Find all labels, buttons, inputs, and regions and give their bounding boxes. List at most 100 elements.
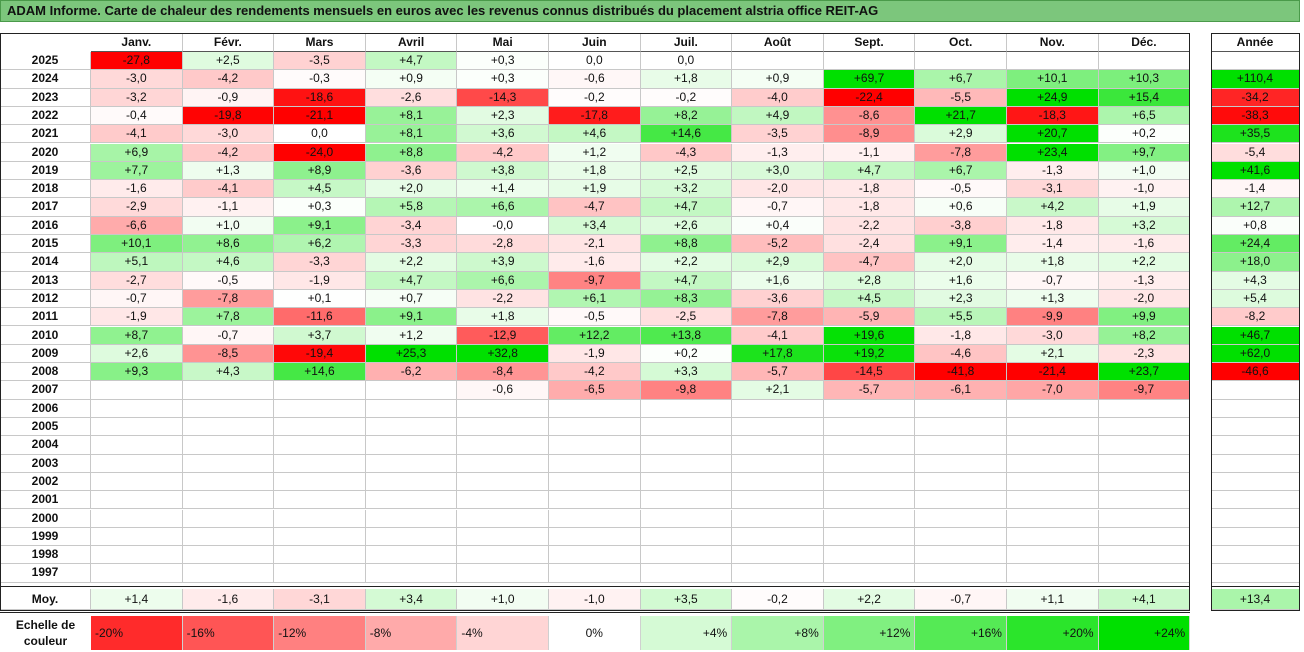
year-label: 2025 <box>0 52 91 71</box>
heatmap-cell: -0,6 <box>549 70 641 89</box>
heatmap-cell <box>640 527 733 547</box>
heatmap-cell: +0,2 <box>1098 125 1191 144</box>
heatmap-cell: +7,7 <box>91 161 183 181</box>
color-scale-step: +4% <box>640 616 733 650</box>
year-label: 1997 <box>0 564 91 583</box>
annual-cell <box>1211 418 1300 437</box>
heatmap-cell <box>640 454 733 473</box>
average-cell: +1,4 <box>91 588 183 610</box>
heatmap-cell <box>365 381 458 400</box>
heatmap-cell: +12,2 <box>549 326 641 345</box>
heatmap-cell <box>915 399 1007 418</box>
annual-cell <box>1211 509 1300 528</box>
heatmap-cell: -41,8 <box>915 363 1007 382</box>
heatmap-cell <box>457 527 549 547</box>
annual-cell: +4,3 <box>1211 271 1300 290</box>
heatmap-cell <box>1007 546 1099 565</box>
heatmap-cell: -7,0 <box>1007 381 1099 400</box>
heatmap-cell: -2,3 <box>1098 344 1191 364</box>
heatmap-cell: +1,8 <box>457 308 549 327</box>
average-cell: -3,1 <box>274 588 366 610</box>
heatmap-cell: +10,1 <box>1007 70 1099 89</box>
heatmap-cell: -7,8 <box>915 143 1007 162</box>
heatmap-cell: -3,0 <box>182 125 275 144</box>
heatmap-cell: +8,6 <box>182 235 275 254</box>
year-label: 2003 <box>0 454 91 473</box>
heatmap-cell: -4,3 <box>640 143 733 162</box>
heatmap-cell <box>182 399 275 418</box>
heatmap-cell: -3,2 <box>91 88 183 107</box>
heatmap-cell: -2,2 <box>457 289 549 309</box>
heatmap-cell <box>1007 399 1099 418</box>
heatmap-cell: +2,3 <box>915 289 1007 309</box>
year-label: 2015 <box>0 235 91 254</box>
heatmap-cell <box>732 564 824 583</box>
average-cell: +4,1 <box>1098 588 1191 610</box>
heatmap-cell <box>915 454 1007 473</box>
heatmap-cell: +3,8 <box>457 161 549 181</box>
heatmap-cell: -8,9 <box>823 125 916 144</box>
heatmap-cell: +6,1 <box>549 289 641 309</box>
heatmap-cell <box>915 52 1007 71</box>
heatmap-cell <box>182 381 275 400</box>
year-label: 2012 <box>0 289 91 309</box>
year-label: 2010 <box>0 326 91 345</box>
heatmap-cell: +2,2 <box>1098 253 1191 272</box>
heatmap-cell: -1,6 <box>91 180 183 199</box>
heatmap-cell <box>182 491 275 510</box>
heatmap-cell: -1,0 <box>1098 180 1191 199</box>
heatmap-cell: +0,6 <box>915 198 1007 217</box>
heatmap-cell: +3,2 <box>1098 216 1191 235</box>
heatmap-cell <box>640 491 733 510</box>
heatmap-cell: -3,1 <box>1007 180 1099 199</box>
heatmap-cell <box>274 418 366 437</box>
heatmap-cell <box>640 399 733 418</box>
heatmap-cell: +0,9 <box>732 70 824 89</box>
heatmap-cell: -3,3 <box>365 235 458 254</box>
heatmap-cell <box>915 527 1007 547</box>
heatmap-cell: -2,1 <box>549 235 641 254</box>
column-header: Sept. <box>823 33 916 52</box>
heatmap-cell <box>823 491 916 510</box>
column-header: Nov. <box>1007 33 1099 52</box>
heatmap-cell <box>549 527 641 547</box>
heatmap-cell: -8,4 <box>457 363 549 382</box>
heatmap-cell: +8,9 <box>274 161 366 181</box>
annual-cell: -46,6 <box>1211 363 1300 382</box>
heatmap-cell <box>274 546 366 565</box>
heatmap-cell: +2,9 <box>915 125 1007 144</box>
heatmap-cell <box>457 472 549 492</box>
heatmap-cell: +4,7 <box>365 52 458 71</box>
year-label: 2024 <box>0 70 91 89</box>
heatmap-cell: +8,8 <box>640 235 733 254</box>
heatmap-cell <box>365 418 458 437</box>
heatmap-cell: -0,3 <box>274 70 366 89</box>
heatmap-cell: +8,3 <box>640 289 733 309</box>
heatmap-cell <box>732 436 824 455</box>
heatmap-cell <box>457 546 549 565</box>
heatmap-cell: -1,8 <box>915 326 1007 345</box>
heatmap-cell: -1,1 <box>182 198 275 217</box>
heatmap-cell: +8,2 <box>640 106 733 126</box>
heatmap-cell: -2,2 <box>823 216 916 235</box>
heatmap-cell: -21,1 <box>274 106 366 126</box>
year-label: 2014 <box>0 253 91 272</box>
year-label: 1998 <box>0 546 91 565</box>
heatmap-cell <box>1007 564 1099 583</box>
average-separator <box>0 585 1191 587</box>
heatmap-cell: -5,7 <box>732 363 824 382</box>
heatmap-cell <box>915 436 1007 455</box>
heatmap-cell: +1,6 <box>915 271 1007 290</box>
heatmap-cell <box>91 418 183 437</box>
heatmap-cell: +1,2 <box>365 326 458 345</box>
annual-cell: +110,4 <box>1211 70 1300 89</box>
color-scale-step: +12% <box>823 616 916 650</box>
chart-title: ADAM Informe. Carte de chaleur des rende… <box>0 0 1300 22</box>
heatmap-cell: +10,1 <box>91 235 183 254</box>
heatmap-cell <box>732 527 824 547</box>
heatmap-cell <box>91 399 183 418</box>
heatmap-cell <box>274 472 366 492</box>
heatmap-cell: +4,5 <box>823 289 916 309</box>
heatmap-cell <box>640 509 733 528</box>
heatmap-cell <box>1007 472 1099 492</box>
